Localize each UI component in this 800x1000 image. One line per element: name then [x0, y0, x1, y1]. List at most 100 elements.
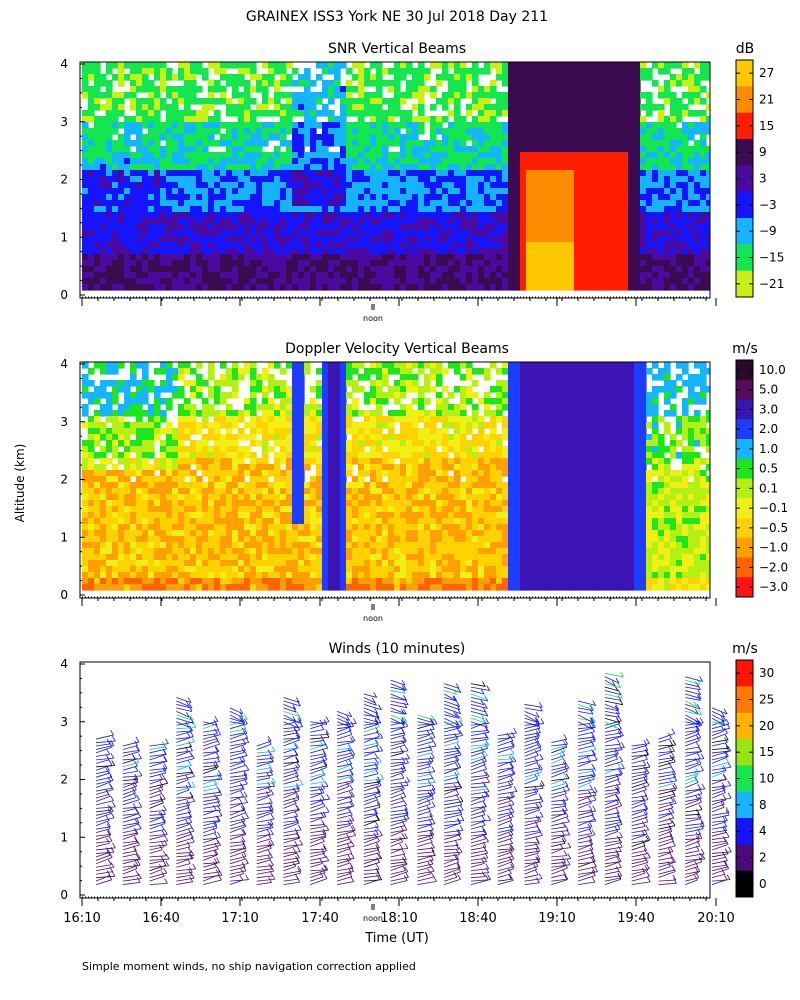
- field-cell: [214, 566, 221, 573]
- field-cell: [298, 92, 305, 99]
- field-cell: [238, 512, 245, 519]
- field-cell: [184, 362, 191, 369]
- field-cell: [166, 242, 173, 249]
- field-cell: [112, 200, 119, 207]
- field-cell: [136, 278, 143, 285]
- field-cell: [106, 410, 113, 417]
- field-cell: [244, 404, 251, 411]
- field-cell: [448, 254, 455, 261]
- field-cell: [88, 560, 95, 567]
- field-cell: [322, 272, 329, 279]
- field-cell: [628, 92, 635, 99]
- field-cell: [454, 140, 461, 147]
- field-cell: [454, 68, 461, 75]
- field-cell: [178, 92, 185, 99]
- field-cell: [178, 440, 185, 447]
- field-cell: [238, 188, 245, 195]
- field-cell: [322, 218, 329, 225]
- field-cell: [538, 170, 545, 177]
- field-cell: [616, 92, 623, 99]
- field-cell: [352, 260, 359, 267]
- field-cell: [574, 98, 581, 105]
- field-cell: [124, 140, 131, 147]
- field-cell: [244, 506, 251, 513]
- field-cell: [166, 482, 173, 489]
- field-cell: [394, 164, 401, 171]
- field-cell: [286, 398, 293, 405]
- field-cell: [592, 122, 599, 129]
- field-cell: [118, 476, 125, 483]
- field-cell: [460, 128, 467, 135]
- field-cell: [184, 212, 191, 219]
- field-cell: [622, 200, 629, 207]
- field-cell: [136, 446, 143, 453]
- field-cell: [376, 134, 383, 141]
- field-cell: [604, 224, 611, 231]
- field-cell: [118, 176, 125, 183]
- field-cell: [466, 92, 473, 99]
- field-cell: [322, 188, 329, 195]
- field-cell: [208, 584, 215, 591]
- field-cell: [610, 86, 617, 93]
- field-cell: [556, 86, 563, 93]
- field-cell: [328, 80, 335, 87]
- field-cell: [316, 182, 323, 189]
- field-cell: [550, 200, 557, 207]
- field-cell: [220, 416, 227, 423]
- field-cell: [562, 164, 569, 171]
- field-cell: [148, 236, 155, 243]
- field-cell: [130, 362, 137, 369]
- field-cell: [298, 146, 305, 153]
- field-cell: [142, 98, 149, 105]
- field-cell: [352, 230, 359, 237]
- field-cell: [262, 152, 269, 159]
- field-cell: [160, 206, 167, 213]
- field-cell: [160, 482, 167, 489]
- field-cell: [664, 278, 671, 285]
- field-cell: [544, 122, 551, 129]
- field-cell: [100, 392, 107, 399]
- field-cell: [148, 140, 155, 147]
- field-cell: [202, 530, 209, 537]
- field-cell: [640, 272, 647, 279]
- field-cell: [274, 476, 281, 483]
- field-cell: [652, 254, 659, 261]
- field-cell: [166, 86, 173, 93]
- field-cell: [118, 500, 125, 507]
- field-cell: [208, 272, 215, 279]
- field-cell: [490, 92, 497, 99]
- field-cell: [550, 188, 557, 195]
- field-cell: [220, 458, 227, 465]
- field-cell: [106, 542, 113, 549]
- field-cell: [268, 578, 275, 585]
- field-cell: [538, 92, 545, 99]
- field-cell: [328, 122, 335, 129]
- field-cell: [634, 128, 641, 135]
- field-cell: [250, 68, 257, 75]
- field-cell: [196, 374, 203, 381]
- field-cell: [94, 512, 101, 519]
- field-cell: [358, 182, 365, 189]
- field-cell: [664, 242, 671, 249]
- figure-title: GRAINEX ISS3 York NE 30 Jul 2018 Day 211: [246, 9, 548, 25]
- field-cell: [250, 422, 257, 429]
- field-cell: [520, 146, 527, 153]
- field-cell: [178, 446, 185, 453]
- field-cell: [106, 86, 113, 93]
- field-cell: [148, 278, 155, 285]
- field-cell: [178, 116, 185, 123]
- field-cell: [430, 134, 437, 141]
- field-cell: [472, 266, 479, 273]
- field-cell: [118, 182, 125, 189]
- field-cell: [220, 188, 227, 195]
- field-cell: [646, 176, 653, 183]
- field-cell: [106, 398, 113, 405]
- field-cell: [646, 152, 653, 159]
- field-cell: [682, 248, 689, 255]
- field-cell: [262, 434, 269, 441]
- field-cell: [280, 446, 287, 453]
- field-cell: [190, 188, 197, 195]
- field-cell: [490, 248, 497, 255]
- field-cell: [190, 416, 197, 423]
- field-cell: [262, 242, 269, 249]
